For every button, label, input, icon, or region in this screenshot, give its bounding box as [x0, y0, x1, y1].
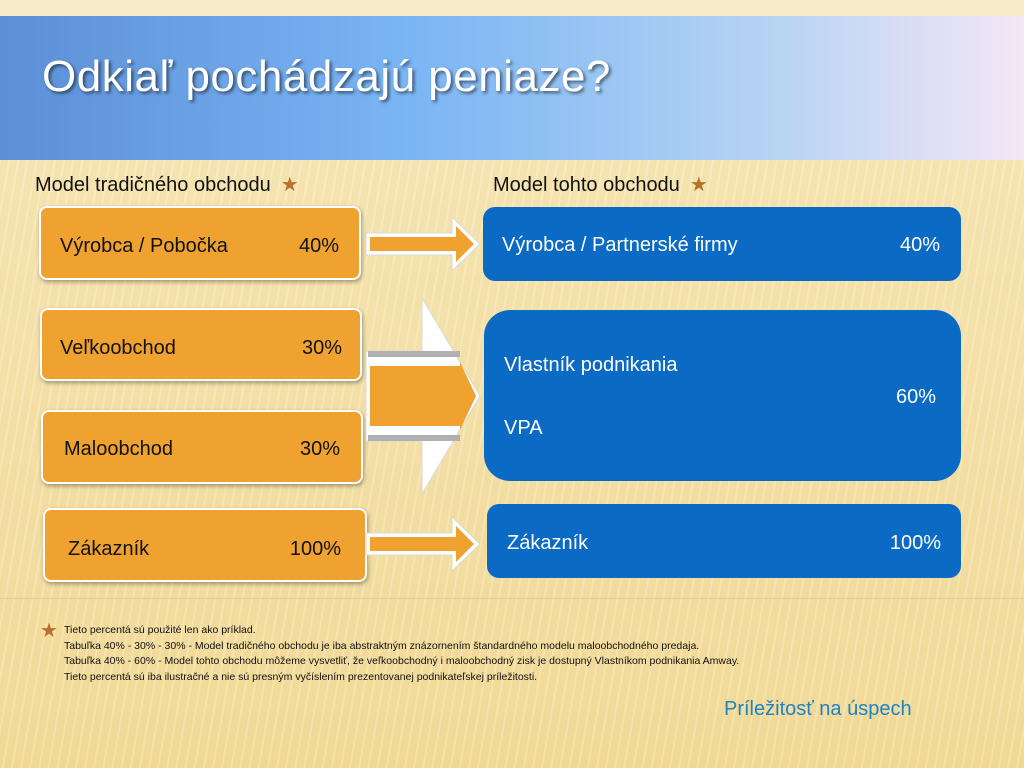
right-box-value: 100%	[889, 532, 941, 554]
footnote-line: Tabuľka 40% - 30% - 30% - Model tradičné…	[64, 639, 700, 652]
left-box-value: 30%	[301, 337, 342, 359]
footer-tagline: Príležitosť na úspech	[724, 698, 912, 720]
right-arrow-icon	[365, 215, 481, 273]
top-strip	[0, 0, 1024, 16]
left-column-title-text: Model tradičného obchodu	[35, 174, 271, 196]
left-box-label: Maloobchod	[64, 438, 173, 460]
footnote-line: Tabuľka 40% - 60% - Model tohto obchodu …	[64, 655, 740, 667]
left-column-title: Model tradičného obchodu ★	[35, 172, 299, 197]
right-box-label: Zákazník	[507, 532, 589, 554]
footnote-text: Tieto percentá sú použité len ako príkla…	[64, 623, 739, 685]
star-icon: ★	[280, 174, 299, 196]
right-box-sublabel: VPA	[504, 417, 543, 439]
left-box-label: Veľkoobchod	[60, 337, 176, 359]
right-box-label: Výrobca / Partnerské firmy	[502, 234, 738, 256]
right-arrow-icon	[365, 296, 481, 496]
left-box-wholesale: Veľkoobchod 30%	[40, 308, 362, 381]
star-icon: ★	[40, 620, 58, 642]
title-banner	[0, 16, 1024, 160]
right-arrow-icon	[365, 515, 481, 573]
right-column-title: Model tohto obchodu ★	[493, 172, 708, 197]
left-box-manufacturer: Výrobca / Pobočka 40%	[39, 206, 361, 280]
right-column-title-text: Model tohto obchodu	[493, 174, 680, 196]
left-box-customer: Zákazník 100%	[43, 508, 367, 582]
footnote-line: Tieto percentá sú použité len ako príkla…	[64, 624, 256, 636]
footnote-divider	[0, 598, 1024, 599]
right-box-manufacturer: Výrobca / Partnerské firmy 40%	[483, 207, 961, 281]
star-icon: ★	[689, 174, 708, 196]
right-box-customer: Zákazník 100%	[487, 504, 961, 578]
right-box-label: Vlastník podnikania	[504, 354, 678, 376]
left-box-label: Výrobca / Pobočka	[60, 235, 228, 257]
footnote-line: Tieto percentá sú iba ilustračné a nie s…	[64, 670, 538, 683]
left-box-value: 30%	[299, 438, 340, 460]
left-box-value: 40%	[298, 235, 339, 257]
slide-title: Odkiaľ pochádzajú peniaze?	[42, 52, 611, 101]
right-box-value: 60%	[895, 386, 936, 408]
right-box-value: 40%	[899, 234, 940, 256]
left-box-retail: Maloobchod 30%	[41, 410, 363, 484]
left-box-value: 100%	[289, 538, 341, 560]
right-box-business-owner: Vlastník podnikania 60% VPA	[484, 310, 961, 481]
left-box-label: Zákazník	[68, 538, 150, 560]
